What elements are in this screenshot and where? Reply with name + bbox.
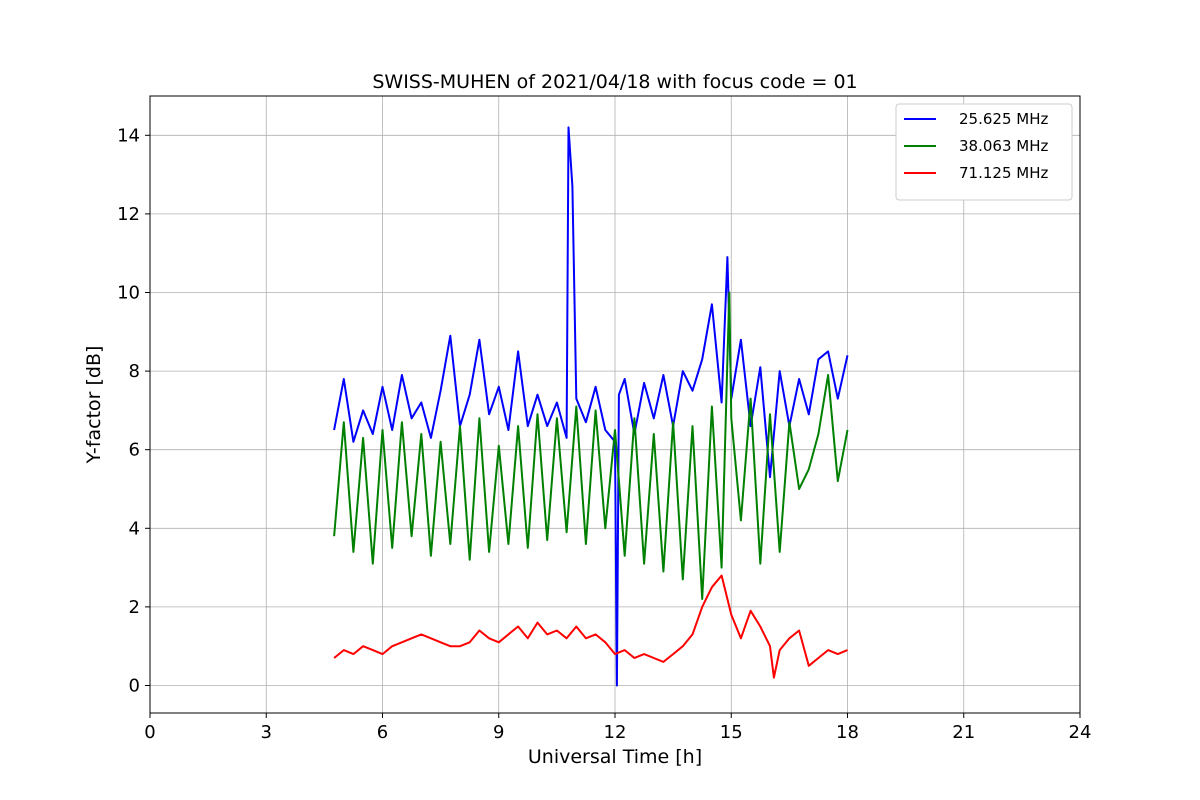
y-axis-title: Y-factor [dB]	[83, 346, 105, 465]
x-tick-label: 3	[261, 722, 272, 743]
series-line	[333, 126, 849, 687]
series-line	[333, 574, 848, 679]
y-tick-label: 8	[129, 361, 140, 382]
y-tick-label: 6	[129, 440, 140, 461]
x-tick-label: 12	[604, 722, 627, 743]
y-tick-label: 4	[129, 518, 140, 539]
legend-label: 38.063 MHz	[959, 137, 1048, 155]
y-tick-label: 2	[129, 597, 140, 618]
legend-label: 71.125 MHz	[959, 164, 1048, 182]
x-tick-label: 6	[377, 722, 388, 743]
legend: 25.625 MHz 38.063 MHz 71.125 MHz	[895, 103, 1073, 201]
x-tick-label: 18	[836, 722, 859, 743]
x-tick-label: 0	[144, 722, 155, 743]
chart-title: SWISS-MUHEN of 2021/04/18 with focus cod…	[372, 71, 857, 93]
plot-series	[333, 126, 849, 687]
x-tick-label: 21	[952, 722, 975, 743]
y-tick-label: 14	[117, 125, 140, 146]
series-line	[333, 291, 849, 600]
x-tick-label: 9	[493, 722, 504, 743]
x-tick-label: 24	[1069, 722, 1092, 743]
y-tick-label: 0	[129, 675, 140, 696]
legend-label: 25.625 MHz	[959, 110, 1048, 128]
y-tick-label: 10	[117, 282, 140, 303]
x-axis-title: Universal Time [h]	[528, 746, 702, 768]
legend-box	[895, 103, 1073, 201]
y-tick-label: 12	[117, 204, 140, 225]
x-tick-label: 15	[720, 722, 743, 743]
